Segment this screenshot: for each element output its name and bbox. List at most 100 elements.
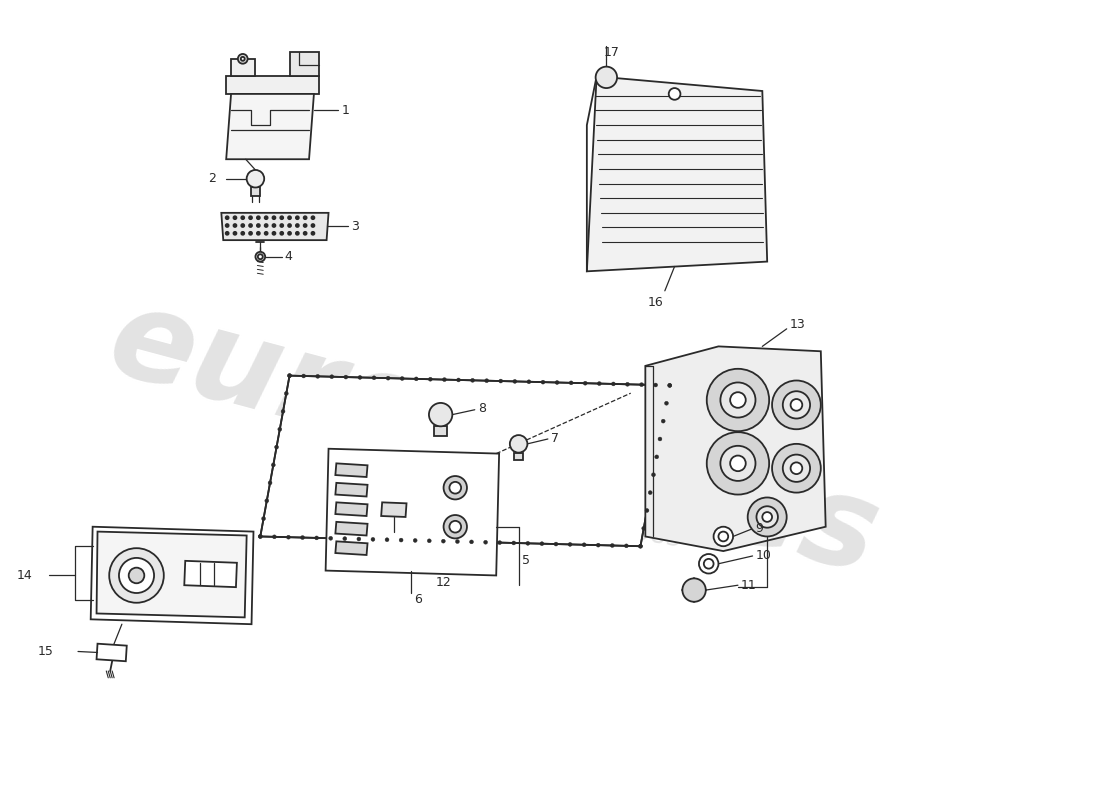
Circle shape [757,506,778,528]
Polygon shape [251,187,261,196]
Polygon shape [433,426,448,436]
Circle shape [262,517,265,521]
Circle shape [288,216,292,219]
Circle shape [641,526,646,530]
Text: 5: 5 [521,554,529,567]
Circle shape [707,369,769,431]
Text: 3: 3 [351,220,359,233]
Circle shape [273,535,276,538]
Circle shape [272,463,275,467]
Circle shape [249,224,252,227]
Circle shape [278,427,282,431]
Circle shape [238,54,248,64]
Circle shape [682,578,706,602]
Circle shape [257,216,260,219]
Circle shape [414,538,417,542]
Circle shape [265,232,267,234]
Circle shape [639,382,643,386]
Circle shape [288,232,292,234]
Text: 2: 2 [208,172,216,186]
Circle shape [596,543,601,547]
Circle shape [497,541,502,545]
Circle shape [772,444,821,493]
Circle shape [265,498,268,502]
Circle shape [356,537,361,541]
Circle shape [372,376,376,380]
Circle shape [610,543,614,547]
Circle shape [280,224,283,227]
Circle shape [791,462,802,474]
Circle shape [249,216,252,219]
Circle shape [287,374,292,378]
Polygon shape [587,76,767,271]
Circle shape [730,392,746,408]
Text: eurospares: eurospares [97,278,892,600]
Text: 13: 13 [790,318,805,331]
Circle shape [311,216,315,219]
Circle shape [569,381,573,385]
Circle shape [625,544,628,548]
Circle shape [720,382,756,418]
Text: 17: 17 [603,46,619,58]
Polygon shape [336,502,367,516]
Circle shape [226,224,229,227]
Circle shape [443,515,468,538]
Circle shape [129,568,144,583]
Circle shape [718,531,728,542]
Circle shape [304,224,307,227]
Circle shape [772,381,821,430]
Circle shape [583,382,587,385]
Circle shape [471,378,474,382]
Polygon shape [336,542,367,555]
Circle shape [265,224,267,227]
Circle shape [654,455,659,459]
Circle shape [257,254,263,259]
Polygon shape [646,346,826,551]
Circle shape [484,540,487,544]
Circle shape [456,378,461,382]
Polygon shape [382,502,407,517]
Circle shape [455,539,460,543]
Polygon shape [336,522,367,535]
Circle shape [540,542,543,546]
Circle shape [512,541,516,545]
Circle shape [265,216,267,219]
Circle shape [526,542,530,546]
Circle shape [301,374,306,378]
Circle shape [300,536,305,539]
Circle shape [304,216,307,219]
Circle shape [748,498,786,537]
Polygon shape [227,94,314,159]
Circle shape [638,544,642,548]
Circle shape [386,376,390,380]
Circle shape [258,534,262,538]
Circle shape [595,66,617,88]
Circle shape [304,232,307,234]
Circle shape [385,538,389,542]
Polygon shape [90,526,253,624]
Circle shape [661,419,666,423]
Text: A passion for parts since 1985: A passion for parts since 1985 [305,462,683,552]
Circle shape [358,375,362,379]
Text: 8: 8 [477,402,486,415]
Circle shape [554,542,558,546]
Circle shape [268,481,272,485]
Circle shape [282,410,285,414]
Circle shape [344,375,348,379]
Circle shape [249,232,252,234]
Circle shape [645,509,649,513]
Circle shape [241,57,244,61]
Circle shape [287,374,292,378]
Circle shape [442,378,447,382]
Circle shape [443,476,468,499]
Circle shape [280,232,283,234]
Text: 6: 6 [415,594,422,606]
Circle shape [626,382,629,386]
Circle shape [273,232,275,234]
Circle shape [668,383,672,387]
Circle shape [273,224,275,227]
Circle shape [668,383,672,387]
Circle shape [527,380,531,384]
Text: 10: 10 [756,550,771,562]
Circle shape [241,216,244,219]
